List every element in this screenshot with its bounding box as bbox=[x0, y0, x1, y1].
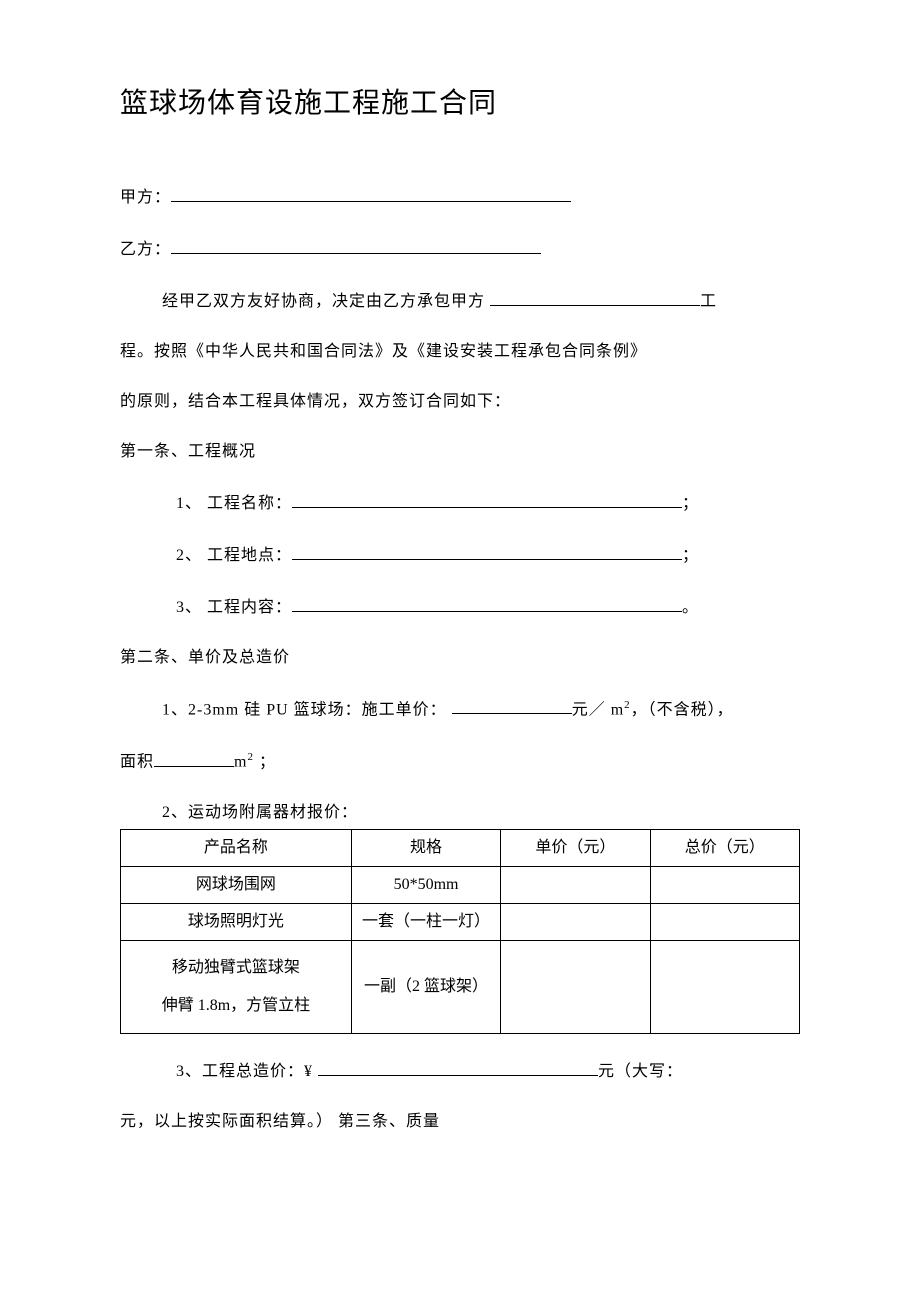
intro-text-1: 经甲乙双方友好协商，决定由乙方承包甲方 bbox=[162, 293, 490, 310]
cell-price-1 bbox=[501, 866, 650, 903]
party-b-label: 乙方： bbox=[120, 241, 171, 258]
project-name-blank bbox=[292, 494, 682, 508]
col-spec: 规格 bbox=[351, 829, 500, 866]
table-row: 网球场围网 50*50mm bbox=[121, 866, 800, 903]
cell-total-1 bbox=[650, 866, 799, 903]
total-cost-line-2: 元，以上按实际面积结算。） 第三条、质量 bbox=[120, 1114, 800, 1130]
total-cost-line: 3、工程总造价：¥ 元（大写： bbox=[120, 1062, 800, 1080]
total-cost-text-a: 3、工程总造价：¥ bbox=[176, 1063, 318, 1080]
project-location-line: 2、 工程地点： ； bbox=[120, 546, 800, 564]
cell-product-3: 移动独臂式篮球架 伸臂 1.8m，方管立柱 bbox=[121, 940, 352, 1034]
equipment-table: 产品名称 规格 单价（元） 总价（元） 网球场围网 50*50mm 球场照明灯光… bbox=[120, 829, 800, 1035]
total-cost-text-b: 元（大写： bbox=[598, 1063, 683, 1080]
col-product-name: 产品名称 bbox=[121, 829, 352, 866]
area-line: 面积m2 ； bbox=[120, 752, 800, 770]
section-2-heading: 第二条、单价及总造价 bbox=[120, 650, 800, 666]
table-header-row: 产品名称 规格 单价（元） 总价（元） bbox=[121, 829, 800, 866]
unit-price-line: 1、2-3mm 硅 PU 篮球场：施工单价： 元／ m2，（不含税）， bbox=[120, 700, 800, 718]
cell-total-3 bbox=[650, 940, 799, 1034]
party-a-line: 甲方： bbox=[120, 188, 800, 206]
area-text-c: ； bbox=[254, 754, 276, 771]
section-1-heading: 第一条、工程概况 bbox=[120, 444, 800, 460]
project-content-line: 3、 工程内容： 。 bbox=[120, 598, 800, 616]
project-name-label: 1、 工程名称： bbox=[176, 495, 292, 512]
project-location-blank bbox=[292, 546, 682, 560]
cell-product-1: 网球场围网 bbox=[121, 866, 352, 903]
party-b-blank bbox=[171, 240, 541, 254]
intro-tail-1: 工 bbox=[700, 293, 717, 310]
table-row: 移动独臂式篮球架 伸臂 1.8m，方管立柱 一副（2 篮球架） bbox=[121, 940, 800, 1034]
unit-price-text-b: 元／ m bbox=[572, 701, 624, 718]
project-name-tail: ； bbox=[682, 495, 699, 512]
project-location-label: 2、 工程地点： bbox=[176, 547, 292, 564]
party-a-blank bbox=[171, 188, 571, 202]
cell-spec-2: 一套（一柱一灯） bbox=[351, 903, 500, 940]
table-row: 球场照明灯光 一套（一柱一灯） bbox=[121, 903, 800, 940]
party-a-label: 甲方： bbox=[120, 189, 171, 206]
cell-product-3-line1: 移动独臂式篮球架 bbox=[172, 959, 300, 976]
project-content-label: 3、 工程内容： bbox=[176, 599, 292, 616]
project-location-tail: ； bbox=[682, 547, 699, 564]
area-text-b: m bbox=[234, 754, 247, 771]
contract-title: 篮球场体育设施工程施工合同 bbox=[120, 90, 800, 118]
unit-price-text-a: 1、2-3mm 硅 PU 篮球场：施工单价： bbox=[162, 701, 452, 718]
cell-total-2 bbox=[650, 903, 799, 940]
unit-price-text-c: ，（不含税）， bbox=[631, 701, 734, 718]
col-unit-price: 单价（元） bbox=[501, 829, 650, 866]
cell-spec-3: 一副（2 篮球架） bbox=[351, 940, 500, 1034]
col-total-price: 总价（元） bbox=[650, 829, 799, 866]
cell-product-3-line2: 伸臂 1.8m，方管立柱 bbox=[162, 997, 310, 1014]
area-blank bbox=[154, 753, 234, 767]
area-text-a: 面积 bbox=[120, 754, 154, 771]
project-content-blank bbox=[292, 598, 682, 612]
intro-line-3: 的原则，结合本工程具体情况，双方签订合同如下： bbox=[120, 394, 800, 410]
cell-price-2 bbox=[501, 903, 650, 940]
total-cost-blank bbox=[318, 1062, 598, 1076]
intro-line-2: 程。按照《中华人民共和国合同法》及《建设安装工程承包合同条例》 bbox=[120, 344, 800, 360]
cell-spec-1: 50*50mm bbox=[351, 866, 500, 903]
intro-line-1: 经甲乙双方友好协商，决定由乙方承包甲方 工 bbox=[120, 292, 800, 310]
project-content-tail: 。 bbox=[682, 599, 699, 616]
cell-price-3 bbox=[501, 940, 650, 1034]
project-blank bbox=[490, 292, 700, 306]
party-b-line: 乙方： bbox=[120, 240, 800, 258]
unit-price-blank bbox=[452, 700, 572, 714]
equipment-quote-label: 2、运动场附属器材报价： bbox=[120, 805, 800, 821]
project-name-line: 1、 工程名称： ； bbox=[120, 494, 800, 512]
cell-product-2: 球场照明灯光 bbox=[121, 903, 352, 940]
